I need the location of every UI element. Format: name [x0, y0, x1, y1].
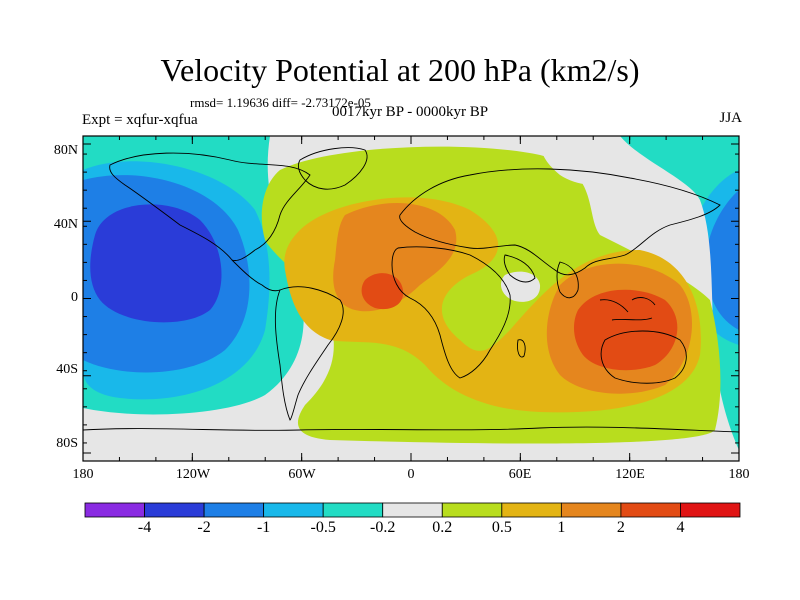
colorbar-label: -2: [197, 519, 211, 536]
lat-label-40s: 40S: [56, 362, 78, 377]
contour-p2-indopac: [573, 289, 678, 371]
coastlines: [83, 147, 739, 433]
lat-label-40n: 40N: [53, 217, 78, 232]
season-label: JJA: [719, 110, 742, 126]
colorbar-label: -0.2: [370, 519, 396, 536]
colorbar-swatch: [263, 502, 324, 518]
contour-zero-hole-africa: [500, 271, 541, 302]
lon-label-120e: 120E: [615, 467, 645, 482]
lon-label-180e: 180: [728, 467, 750, 482]
colorbar-swatch: [501, 502, 562, 518]
experiment-label: Expt = xqfur-xqfua: [82, 112, 198, 128]
stats-text: rmsd= 1.19636 diff= -2.73172e-05: [190, 95, 371, 110]
colorbar-label: -4: [137, 519, 152, 536]
contour-p2-atlantic: [361, 273, 404, 310]
colorbar-swatch: [144, 502, 205, 518]
colorbar-swatch: [680, 502, 741, 518]
colorbar-label: 2: [616, 519, 625, 536]
lon-label-180w: 180: [72, 467, 94, 482]
colorbar-swatch: [322, 502, 384, 518]
colorbar-swatch: [84, 502, 145, 518]
colorbar-label: 1: [557, 519, 566, 536]
colorbar-swatch: [203, 502, 265, 518]
map-title: Velocity Potential at 200 hPa (km2/s): [160, 52, 640, 88]
lat-label-0: 0: [71, 290, 78, 305]
colorbar-label: 4: [676, 519, 685, 536]
colorbar-label: 0.2: [432, 519, 453, 536]
contour-epac-m2: [705, 190, 739, 330]
colorbar-label: 0.5: [491, 519, 512, 536]
lon-label-0: 0: [407, 467, 415, 482]
colorbar-swatch: [620, 502, 681, 518]
lat-label-80s: 80S: [56, 436, 78, 451]
axis-ticks: [82, 135, 740, 462]
colorbar-swatch: [441, 502, 503, 518]
lon-label-60w: 60W: [288, 467, 316, 482]
colorbar-swatch: [560, 502, 622, 518]
lat-label-80n: 80N: [53, 143, 78, 158]
contour-field: [83, 136, 739, 461]
colorbar-label: -0.5: [310, 519, 336, 536]
lon-label-60e: 60E: [508, 467, 532, 482]
contour-pacific-m4: [90, 204, 222, 323]
lon-label-120w: 120W: [175, 467, 211, 482]
colorbar-label: -1: [256, 519, 271, 536]
period-label: 0017kyr BP - 0000kyr BP: [331, 104, 489, 120]
colorbar-swatch: [382, 502, 443, 518]
